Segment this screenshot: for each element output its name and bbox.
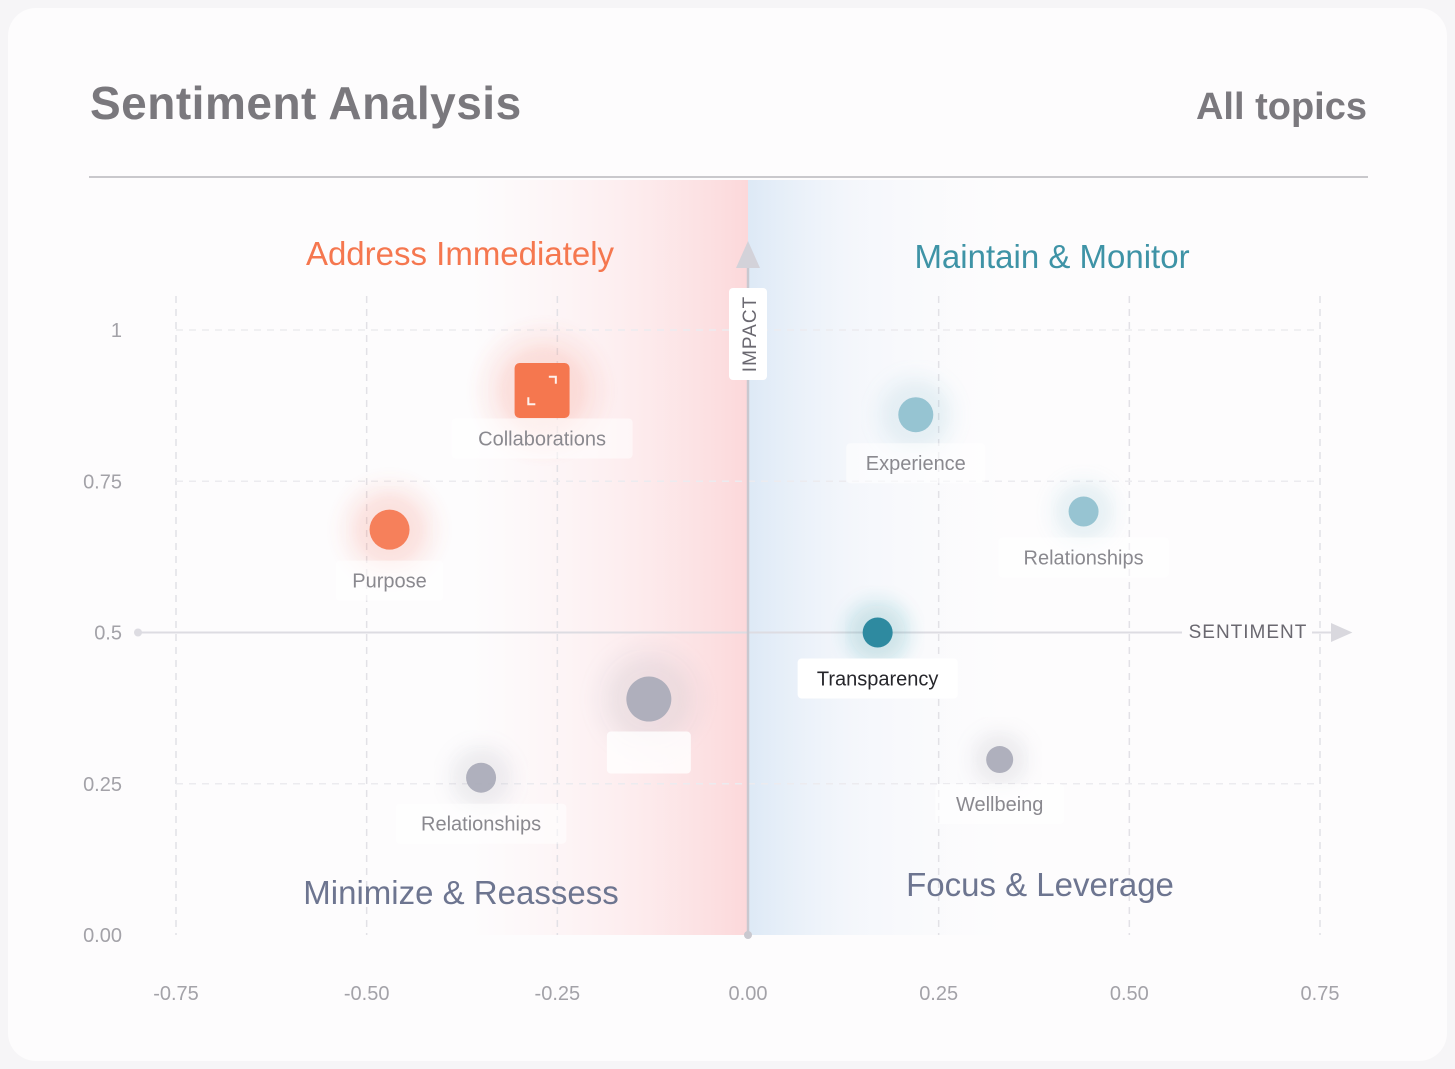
data-label-box — [451, 418, 633, 459]
data-label-box — [395, 803, 567, 844]
data-point-marker — [466, 762, 497, 793]
data-label-box — [935, 784, 1064, 825]
quadrant-label-bottom-left: Minimize & Reassess — [303, 874, 618, 911]
quadrant-label-top-right: Maintain & Monitor — [914, 238, 1189, 275]
data-point-marker — [862, 617, 893, 648]
data-point[interactable]: Wellbeing — [935, 724, 1064, 825]
data-label: Purpose — [352, 571, 427, 593]
y-tick-label: 1 — [111, 320, 122, 342]
data-points: Collaborations Purpose Relationships Experi… — [335, 325, 1169, 844]
data-label-box — [335, 560, 444, 601]
x-tick-label: -0.75 — [153, 983, 199, 1005]
y-tick-label: 0.75 — [83, 471, 122, 493]
x-axis-title-box: SENTIMENT — [1182, 616, 1312, 646]
topic-filter[interactable]: All topics — [1195, 86, 1367, 128]
y-tick-labels: 0.00 0.25 0.5 0.75 1 — [83, 320, 122, 947]
y-tick-label: 0.5 — [94, 623, 122, 645]
data-point[interactable]: Experience — [846, 369, 986, 484]
header-divider — [89, 176, 1368, 178]
data-point[interactable]: Relationships — [998, 472, 1169, 578]
x-tick-label: 0.50 — [1110, 983, 1149, 1005]
data-point[interactable]: Collaborations — [451, 325, 633, 459]
data-point-marker — [626, 676, 672, 722]
x-axis-title: SENTIMENT — [1189, 622, 1308, 643]
quadrant-label-bottom-right: Focus & Leverage — [906, 866, 1174, 903]
data-point-marker — [898, 397, 934, 433]
data-label: Wellbeing — [956, 794, 1043, 816]
data-label: Transparency — [817, 669, 939, 691]
data-label-box — [846, 443, 986, 484]
x-tick-label: 0.75 — [1301, 983, 1340, 1005]
data-label-box — [998, 537, 1169, 578]
data-point[interactable] — [590, 640, 708, 774]
data-label: Relationships — [1024, 548, 1144, 570]
data-point[interactable]: Relationships — [395, 738, 567, 844]
y-tick-label: 0.25 — [83, 774, 122, 796]
data-label: Relationships — [421, 814, 541, 836]
y-tick-label: 0.00 — [83, 925, 122, 947]
data-label: Experience — [866, 453, 966, 475]
data-point[interactable]: Transparency — [797, 593, 958, 699]
quadrant-label-top-left: Address Immediately — [306, 235, 615, 272]
y-axis-origin-dot — [744, 931, 752, 939]
x-tick-label: -0.25 — [535, 983, 581, 1005]
x-axis-origin-dot — [134, 628, 142, 637]
data-label: Collaborations — [478, 429, 606, 451]
data-point[interactable]: Purpose — [335, 477, 444, 601]
data-point-marker — [986, 746, 1014, 774]
y-axis-title: IMPACT — [740, 296, 761, 372]
data-point-marker — [369, 509, 410, 550]
x-tick-label: 0.00 — [729, 983, 768, 1005]
data-point-marker — [514, 363, 570, 418]
data-point-marker — [1068, 496, 1099, 527]
expand-icon — [527, 375, 557, 406]
x-tick-label: 0.25 — [919, 983, 958, 1005]
data-label-box — [797, 658, 958, 699]
x-tick-label: -0.50 — [344, 983, 390, 1005]
y-axis-title-box: IMPACT — [729, 288, 767, 380]
data-label-box-empty — [606, 731, 691, 774]
x-tick-labels: -0.75 -0.50 -0.25 0.00 0.25 0.50 0.75 — [153, 983, 1339, 1005]
page-title: Sentiment Analysis — [90, 77, 522, 129]
